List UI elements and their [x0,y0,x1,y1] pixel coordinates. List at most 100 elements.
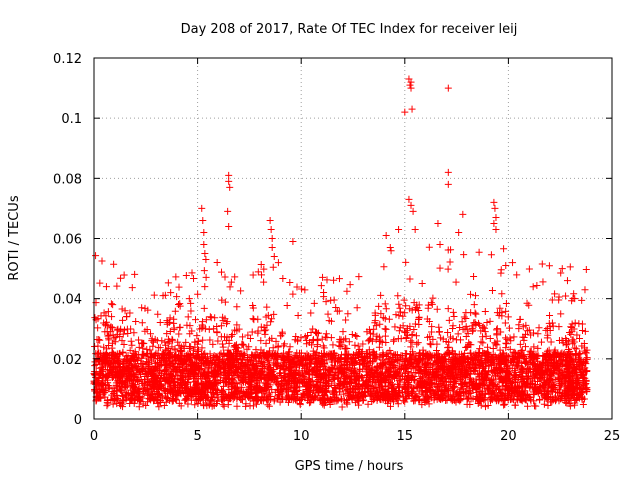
data-point [130,349,138,357]
data-point [396,384,404,392]
data-point [190,378,198,386]
data-point [565,338,573,346]
data-point [476,345,484,353]
data-point [220,352,228,360]
data-point [481,324,489,332]
data-point [500,401,508,409]
data-point [439,335,447,343]
data-point [445,316,453,324]
data-point [535,324,543,332]
data-point [445,356,453,364]
data-point [110,260,118,268]
data-point [357,373,365,381]
data-point [422,378,430,386]
data-point [220,402,228,410]
data-point [224,346,232,354]
data-point [452,336,460,344]
data-point [439,373,447,381]
data-point [356,366,364,374]
data-point [97,312,105,320]
data-point [160,401,168,409]
data-point [176,323,184,331]
data-point [119,316,127,324]
data-point [209,385,217,393]
data-point [495,386,503,394]
data-point [563,399,571,407]
data-point [354,392,362,400]
data-point [91,362,99,370]
data-point [454,330,462,338]
data-point [381,359,389,367]
data-point [231,273,239,281]
data-point [287,384,295,392]
data-point [219,364,227,372]
data-point [211,376,219,384]
data-point [127,395,135,403]
data-point [262,374,270,382]
data-point [558,336,566,344]
data-point [401,350,409,358]
data-point [176,347,184,355]
data-point [186,361,194,369]
data-point [409,348,417,356]
data-point [309,336,317,344]
data-point [100,309,108,317]
data-point [262,326,270,334]
data-point [527,331,535,339]
data-point [115,359,123,367]
data-point [184,313,192,321]
data-point [424,393,432,401]
data-point [487,375,495,383]
data-point [198,379,206,387]
data-point [257,337,265,345]
data-point [325,317,333,325]
data-point [355,360,363,368]
data-point [260,350,268,358]
data-point [583,384,591,392]
data-point [116,399,124,407]
data-point [498,290,506,298]
data-point [246,402,254,410]
data-point [536,396,544,404]
data-point [214,394,222,402]
data-point [428,300,436,308]
data-point [301,359,309,367]
data-point [139,351,147,359]
data-point [496,346,504,354]
data-point [548,296,556,304]
data-point [275,381,283,389]
data-point [579,326,587,334]
data-point [164,335,172,343]
data-point [365,336,373,344]
data-point [481,403,489,411]
data-point [320,344,328,352]
data-point [444,329,452,337]
data-point [98,257,106,265]
data-point [123,325,131,333]
data-point [396,324,404,332]
data-point [195,370,203,378]
data-point [336,388,344,396]
data-point [401,309,409,317]
data-point [304,378,312,386]
data-point [379,386,387,394]
data-point [477,401,485,409]
data-point [343,287,351,295]
data-point [239,378,247,386]
data-point [472,382,480,390]
data-point [248,328,256,336]
data-point [213,259,221,267]
data-point [493,341,501,349]
data-point [306,355,314,363]
data-point [405,356,413,364]
data-point [246,334,254,342]
data-point [110,334,118,342]
data-point [391,374,399,382]
data-point [415,349,423,357]
data-point [429,294,437,302]
data-point [433,340,441,348]
data-point [466,374,474,382]
data-point [490,366,498,374]
data-point [510,333,518,341]
data-point [245,343,253,351]
